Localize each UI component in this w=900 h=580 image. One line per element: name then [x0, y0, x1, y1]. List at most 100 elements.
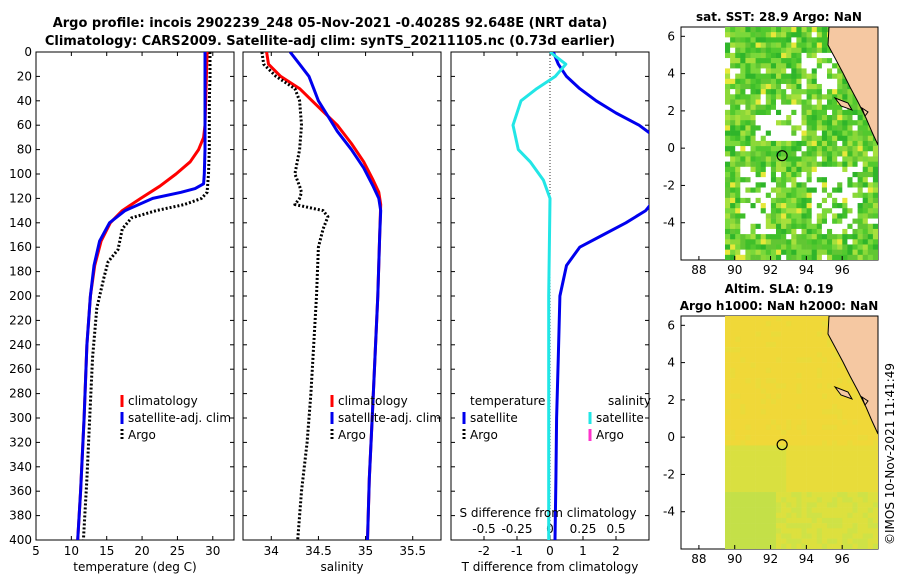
sst-cell — [847, 130, 853, 137]
sst-cell — [740, 182, 746, 188]
sla-cell — [791, 502, 797, 508]
sst-cell — [862, 135, 869, 142]
sla-cell — [816, 523, 823, 529]
sst-cell — [755, 89, 761, 95]
sla-cell — [806, 352, 812, 358]
sla-cell — [781, 481, 787, 488]
sst-cell — [821, 68, 828, 74]
sla-cell — [786, 507, 792, 514]
sst-cell — [806, 27, 812, 33]
sst-cell — [765, 120, 772, 126]
sla-cell — [735, 362, 741, 369]
map-y-tick-label: 2 — [667, 104, 675, 118]
sst-cell — [740, 63, 746, 69]
sst-cell — [827, 208, 833, 214]
sst-cell — [750, 228, 756, 235]
sst-cell — [765, 182, 772, 188]
sst-cell — [730, 73, 736, 80]
sst-cell — [867, 228, 874, 235]
sst-cell — [832, 239, 838, 245]
sst-cell — [816, 73, 823, 80]
sst-cell — [811, 125, 818, 131]
x-tick-label: 2 — [612, 544, 620, 558]
sla-cell — [801, 388, 807, 394]
sla-cell — [842, 378, 848, 384]
figure-title-line1: Argo profile: incois 2902239_248 05-Nov-… — [53, 16, 608, 31]
sla-cell — [801, 419, 807, 426]
sla-cell — [801, 357, 807, 363]
sla-cell — [852, 481, 858, 488]
sla-cell — [791, 347, 797, 353]
sst-cell — [806, 239, 812, 245]
sla-cell — [811, 398, 818, 405]
sla-cell — [791, 378, 797, 384]
sst-cell — [837, 156, 843, 162]
sst-cell — [725, 140, 731, 147]
sst-cell — [847, 109, 853, 116]
sst-cell — [755, 177, 761, 183]
sst-cell — [765, 239, 772, 245]
sst-cell — [765, 78, 772, 85]
sst-cell — [755, 58, 761, 64]
sst-cell — [862, 177, 869, 183]
sst-cell — [837, 177, 843, 183]
sla-cell — [806, 460, 812, 467]
data-lines — [76, 52, 649, 540]
sst-cell — [816, 104, 823, 111]
sla-cell — [806, 316, 812, 322]
sla-cell — [760, 543, 767, 549]
sla-cell — [816, 357, 823, 363]
sst-cell — [796, 166, 802, 173]
sla-cell — [765, 414, 772, 420]
sla-cell — [735, 424, 741, 431]
sla-cell — [786, 347, 792, 353]
x-tick-label: 0.5 — [606, 522, 625, 536]
sst-cell — [852, 140, 858, 147]
sla-cell — [816, 481, 823, 488]
sla-cell — [852, 460, 858, 467]
sla-cell — [842, 517, 848, 524]
sst-cell — [781, 27, 787, 33]
sla-cell — [801, 486, 807, 493]
sla-cell — [750, 378, 756, 384]
sla-cell — [857, 466, 863, 472]
sst-cell — [827, 68, 833, 74]
sst-cell — [827, 254, 833, 260]
sla-cell — [842, 367, 848, 374]
sla-cell — [862, 533, 869, 539]
sla-cell — [842, 435, 848, 441]
sst-cell — [781, 83, 787, 90]
sst-cell — [837, 109, 843, 116]
sla-cell — [750, 352, 756, 358]
sst-cell — [791, 125, 797, 131]
sla-cell — [796, 367, 802, 374]
sla-cell — [730, 388, 736, 394]
sst-cell — [750, 166, 756, 173]
sla-cell — [842, 440, 848, 446]
sst-cell — [760, 156, 767, 162]
sst-cell — [786, 27, 792, 33]
sst-cell — [791, 223, 797, 230]
sla-cell — [781, 440, 787, 446]
sla-cell — [781, 393, 787, 400]
sla-cell — [791, 435, 797, 441]
sla-cell — [791, 398, 797, 405]
sst-cell — [735, 192, 741, 199]
sst-cell — [776, 130, 782, 137]
sst-cell — [847, 182, 853, 188]
sst-cell — [801, 94, 807, 100]
sst-cell — [801, 223, 807, 230]
sla-cell — [765, 398, 772, 405]
sla-cell — [827, 450, 833, 457]
sst-cell — [740, 213, 746, 219]
sst-cell — [770, 115, 777, 121]
sla-cell — [847, 471, 853, 477]
sla-cell — [801, 398, 807, 405]
sla-cell — [816, 460, 823, 467]
sla-cell — [776, 372, 782, 379]
y-tick-label: 80 — [17, 143, 32, 157]
sla-cell — [832, 347, 838, 353]
sst-cell — [750, 249, 756, 256]
sla-cell — [740, 533, 746, 539]
sst-cell — [832, 78, 838, 85]
